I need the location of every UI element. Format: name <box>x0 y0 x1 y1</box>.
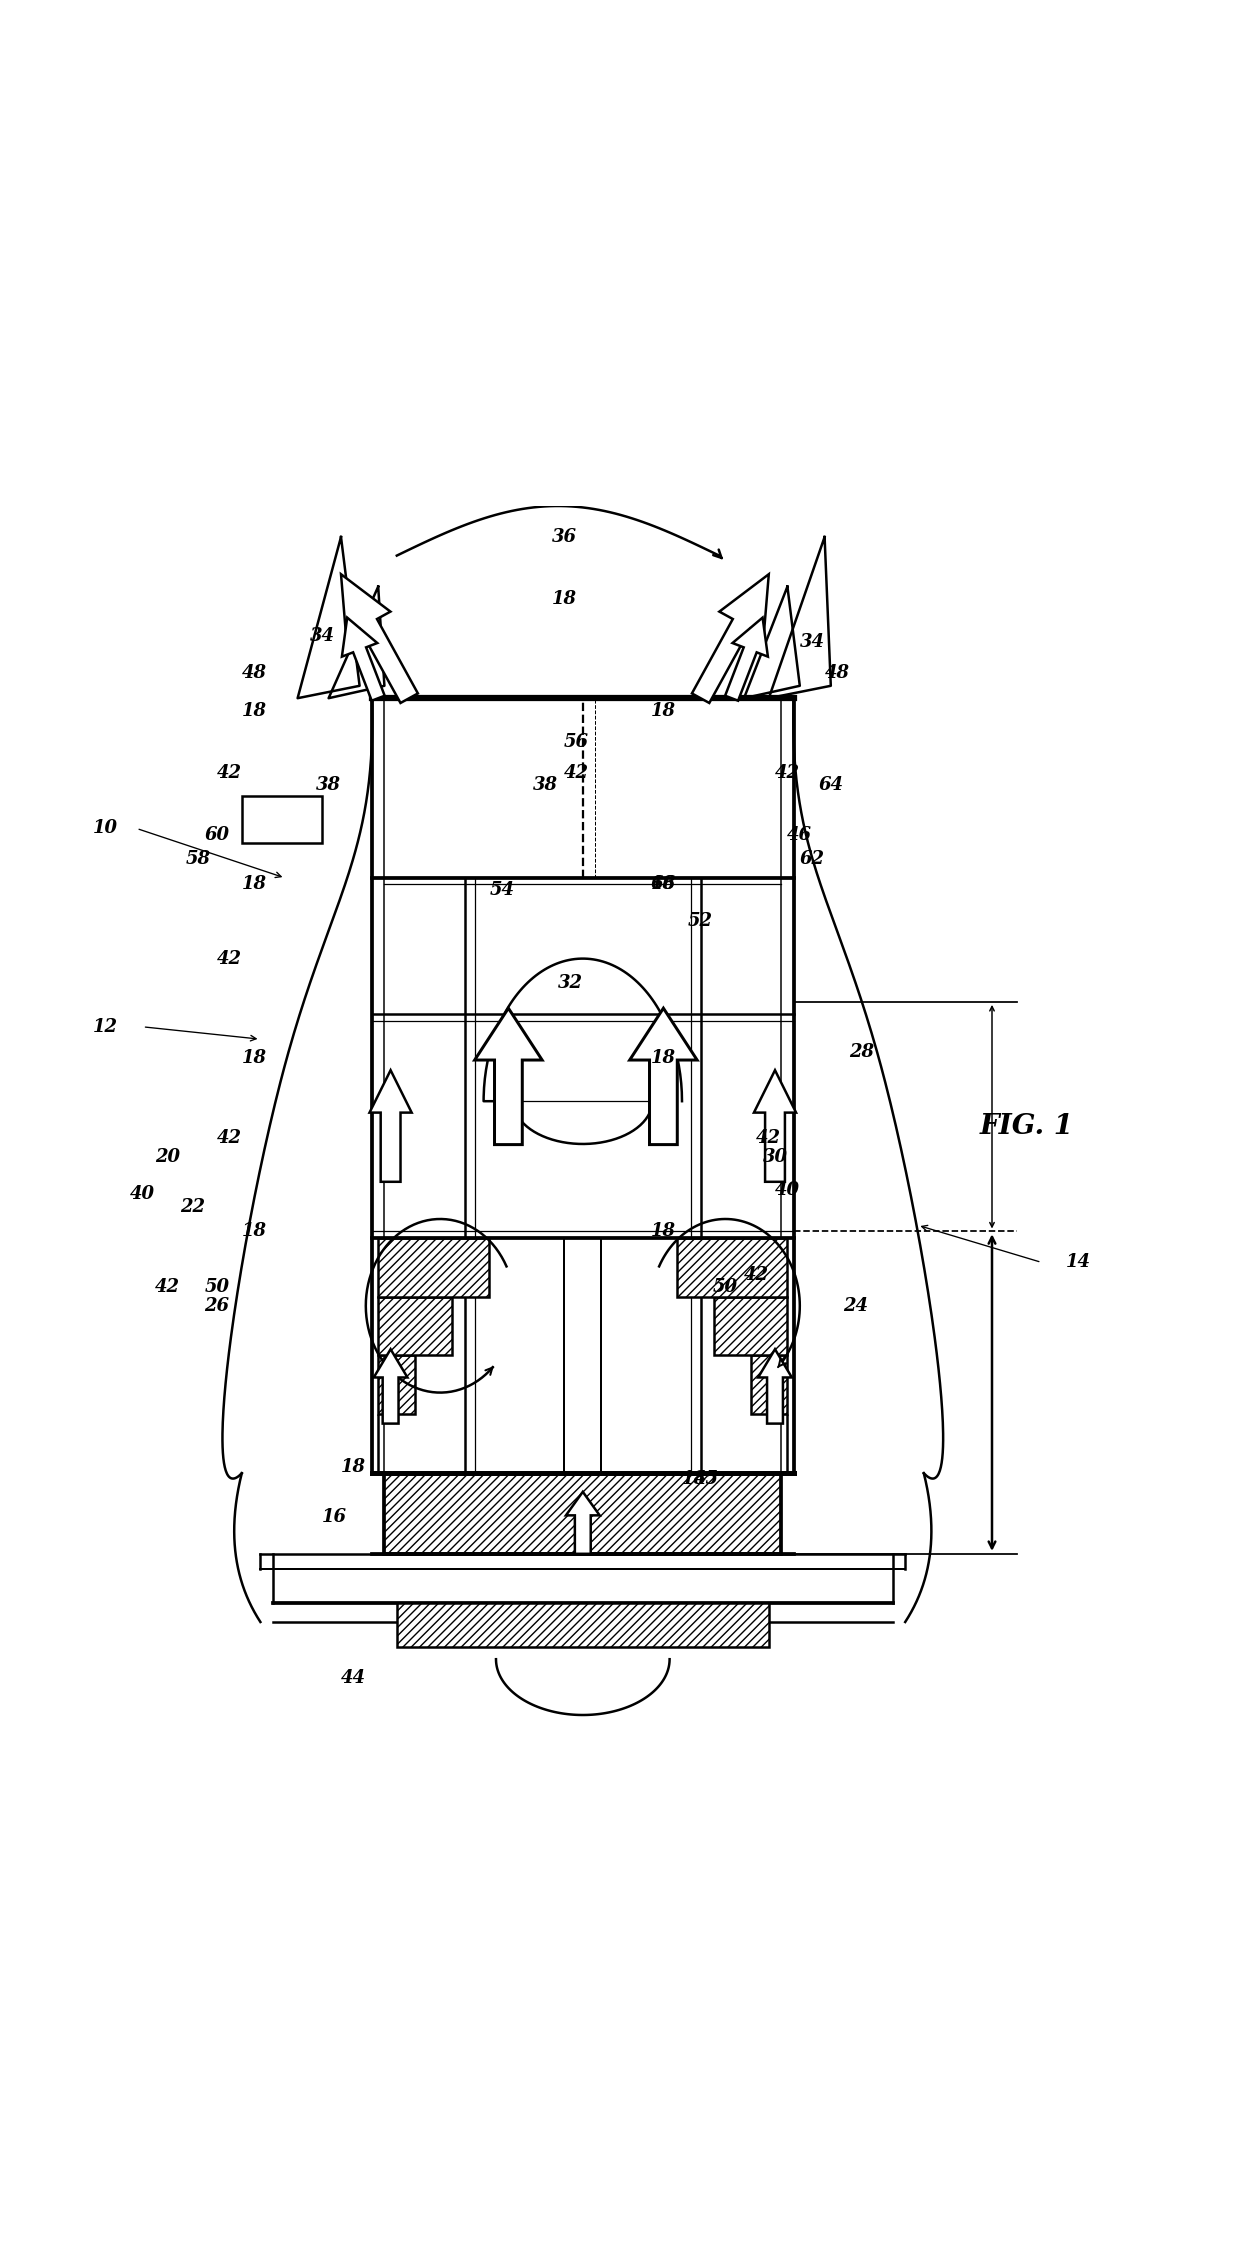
Polygon shape <box>754 1070 796 1182</box>
Text: 34: 34 <box>310 628 335 646</box>
Polygon shape <box>341 574 418 703</box>
Text: 22: 22 <box>180 1198 205 1216</box>
Text: FIG. 1: FIG. 1 <box>980 1112 1074 1140</box>
Polygon shape <box>758 1349 792 1423</box>
Polygon shape <box>714 1297 787 1356</box>
Polygon shape <box>373 1349 408 1423</box>
Text: 38: 38 <box>533 777 558 795</box>
Text: 42: 42 <box>756 1131 781 1149</box>
Text: 16: 16 <box>322 1507 347 1525</box>
Text: 18: 18 <box>242 876 267 894</box>
Text: 18: 18 <box>651 1223 676 1241</box>
Text: 48: 48 <box>242 664 267 682</box>
Text: 42: 42 <box>217 950 242 968</box>
Text: 26: 26 <box>205 1297 229 1315</box>
Text: 18: 18 <box>341 1457 366 1475</box>
Polygon shape <box>484 959 682 1144</box>
Text: 60: 60 <box>205 826 229 844</box>
Text: 40: 40 <box>775 1182 800 1200</box>
Text: 18: 18 <box>682 1471 707 1489</box>
Text: 44: 44 <box>341 1669 366 1687</box>
Polygon shape <box>630 1009 697 1144</box>
Polygon shape <box>565 1491 600 1554</box>
Text: 18: 18 <box>242 1049 267 1067</box>
Bar <box>242 797 322 842</box>
Text: 54: 54 <box>490 881 515 899</box>
Text: 20: 20 <box>155 1149 180 1167</box>
Text: 50: 50 <box>205 1279 229 1297</box>
Text: 42: 42 <box>217 763 242 781</box>
Text: 46: 46 <box>787 826 812 844</box>
Text: 28: 28 <box>849 1043 874 1061</box>
Text: 62: 62 <box>800 851 825 869</box>
Text: 42: 42 <box>217 1131 242 1149</box>
Text: 50: 50 <box>713 1279 738 1297</box>
Polygon shape <box>342 617 384 700</box>
Text: 24: 24 <box>843 1297 868 1315</box>
Text: 66: 66 <box>651 876 676 894</box>
Polygon shape <box>378 1297 451 1356</box>
Text: 18: 18 <box>651 703 676 721</box>
Text: 56: 56 <box>564 732 589 750</box>
Text: 18: 18 <box>651 1049 676 1067</box>
Text: 34: 34 <box>800 633 825 651</box>
Text: 18: 18 <box>552 590 577 608</box>
Text: 30: 30 <box>763 1149 787 1167</box>
Text: 42: 42 <box>564 763 589 781</box>
Polygon shape <box>378 1239 489 1297</box>
Text: 32: 32 <box>558 975 583 993</box>
Text: 42: 42 <box>155 1279 180 1297</box>
Text: 12: 12 <box>93 1018 118 1036</box>
Text: 36: 36 <box>552 527 577 545</box>
Polygon shape <box>397 1603 769 1646</box>
Text: 45: 45 <box>694 1471 719 1489</box>
Polygon shape <box>370 1070 412 1182</box>
Text: 64: 64 <box>818 777 843 795</box>
Polygon shape <box>725 617 768 700</box>
Polygon shape <box>677 1239 787 1297</box>
Text: 18: 18 <box>651 876 676 894</box>
Text: 18: 18 <box>242 1223 267 1241</box>
Text: 40: 40 <box>130 1185 155 1203</box>
Text: 18: 18 <box>242 703 267 721</box>
Polygon shape <box>384 1473 781 1554</box>
Text: 48: 48 <box>825 664 849 682</box>
Text: 14: 14 <box>1066 1254 1091 1272</box>
Text: 52: 52 <box>688 912 713 930</box>
Polygon shape <box>475 1009 542 1144</box>
Text: 42: 42 <box>775 763 800 781</box>
Text: 42: 42 <box>744 1266 769 1284</box>
Text: 58: 58 <box>186 851 211 869</box>
Polygon shape <box>750 1356 787 1414</box>
Polygon shape <box>378 1356 415 1414</box>
Text: 38: 38 <box>316 777 341 795</box>
Polygon shape <box>692 574 769 703</box>
Text: 10: 10 <box>93 820 118 838</box>
